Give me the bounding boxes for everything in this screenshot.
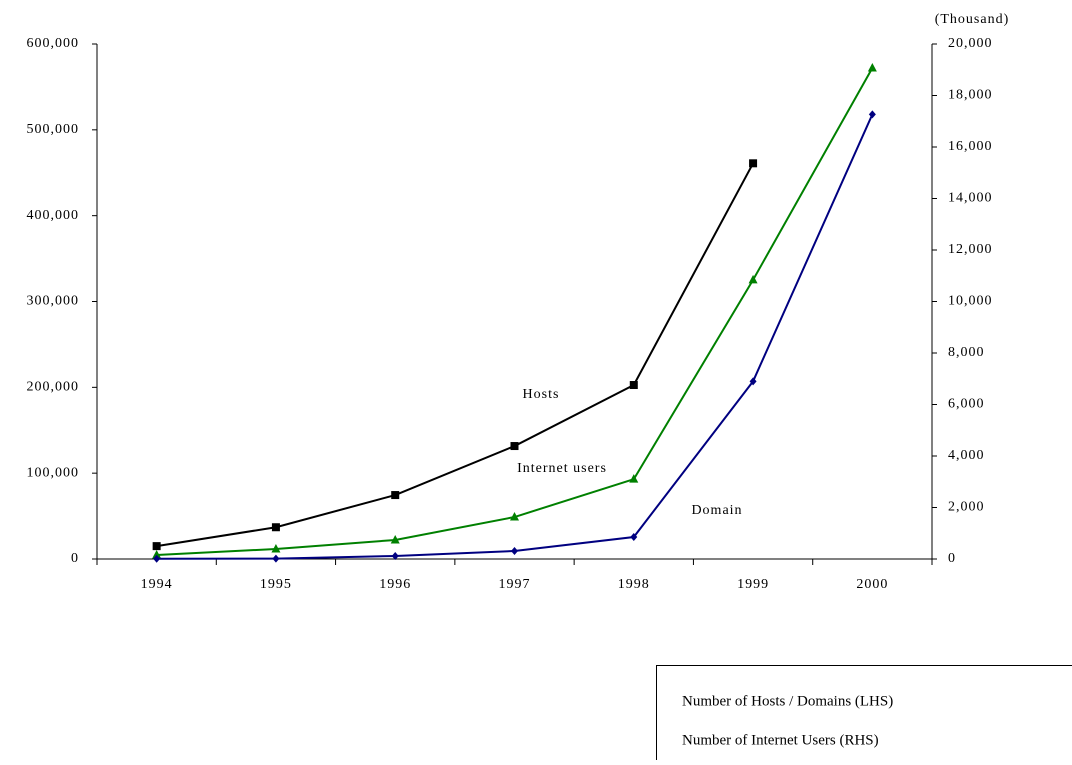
y-tick-label: 300,000 xyxy=(27,294,80,309)
marker xyxy=(511,547,518,555)
series-line xyxy=(157,68,873,555)
x-tick-label: 1997 xyxy=(499,577,531,592)
marker xyxy=(272,555,279,563)
series-annotation: Domain xyxy=(691,503,742,518)
x-tick-label: 1996 xyxy=(379,577,411,592)
marker xyxy=(391,491,399,499)
legend-entry: Number of Hosts / Domains (LHS) xyxy=(682,693,893,709)
y2-tick-label: 4,000 xyxy=(948,448,985,463)
y2-tick-label: 14,000 xyxy=(948,191,993,206)
series-line xyxy=(157,163,753,546)
x-tick-label: 1999 xyxy=(737,577,769,592)
y2-tick-label: 0 xyxy=(948,551,956,566)
y-tick-label: 200,000 xyxy=(27,380,80,395)
y2-tick-label: 10,000 xyxy=(948,294,993,309)
x-tick-label: 2000 xyxy=(856,577,888,592)
series-annotation: Hosts xyxy=(523,387,560,402)
y-tick-label: 600,000 xyxy=(27,36,80,51)
marker xyxy=(630,381,638,389)
marker xyxy=(511,442,519,450)
y2-tick-label: 16,000 xyxy=(948,139,993,154)
x-tick-label: 1994 xyxy=(141,577,173,592)
y2-tick-label: 2,000 xyxy=(948,500,985,515)
y-tick-label: 500,000 xyxy=(27,122,80,137)
marker xyxy=(272,523,280,531)
series-annotation: Internet users xyxy=(517,461,607,476)
y-tick-label: 400,000 xyxy=(27,208,80,223)
marker xyxy=(153,542,161,550)
y2-tick-label: 20,000 xyxy=(948,36,993,51)
y-tick-label: 0 xyxy=(71,551,79,566)
y2-unit-label: (Thousand) xyxy=(935,12,1010,27)
marker xyxy=(869,110,876,118)
y2-tick-label: 12,000 xyxy=(948,242,993,257)
marker xyxy=(868,63,877,72)
y2-tick-label: 18,000 xyxy=(948,88,993,103)
legend-entry: Number of Internet Users (RHS) xyxy=(682,732,879,748)
marker xyxy=(749,159,757,167)
y2-tick-label: 6,000 xyxy=(948,397,985,412)
y2-tick-label: 8,000 xyxy=(948,345,985,360)
x-tick-label: 1995 xyxy=(260,577,292,592)
x-tick-label: 1998 xyxy=(618,577,650,592)
y-tick-label: 100,000 xyxy=(27,465,80,480)
series-line xyxy=(157,114,873,558)
